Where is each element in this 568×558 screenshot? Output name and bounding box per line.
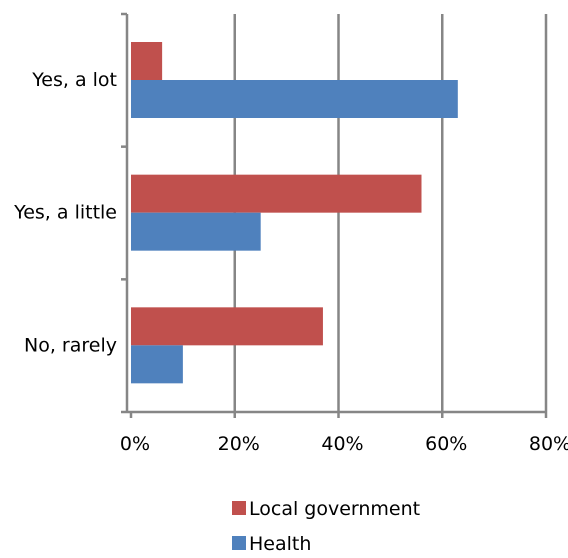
bar-health [131,212,261,251]
x-tick-label: 0% [120,433,150,455]
x-tick-label: 60% [425,433,467,455]
category-label: No, rarely [24,334,117,356]
legend-swatch-local-government [232,501,246,515]
bars [131,42,458,384]
category-labels: Yes, a lot Yes, a little No, rarely [13,69,117,356]
bar-local-government [131,174,422,213]
legend-label-health: Health [249,533,311,555]
bar-local-government [131,42,163,80]
bar-health [131,80,458,118]
x-tick-label: 80% [529,433,568,455]
legend-label-local-government: Local government [249,498,420,520]
legend: Local government Health [232,498,420,555]
legend-swatch-health [232,536,246,550]
category-label: Yes, a little [13,202,117,224]
gridlines [233,14,548,412]
category-label: Yes, a lot [31,69,117,91]
bar-health [131,345,183,384]
x-tick-label: 20% [218,433,260,455]
bar-local-government [131,307,323,346]
x-tick-label: 40% [321,433,363,455]
x-tick-labels: 0% 20% 40% 60% 80% [120,433,568,455]
axes [121,12,548,418]
